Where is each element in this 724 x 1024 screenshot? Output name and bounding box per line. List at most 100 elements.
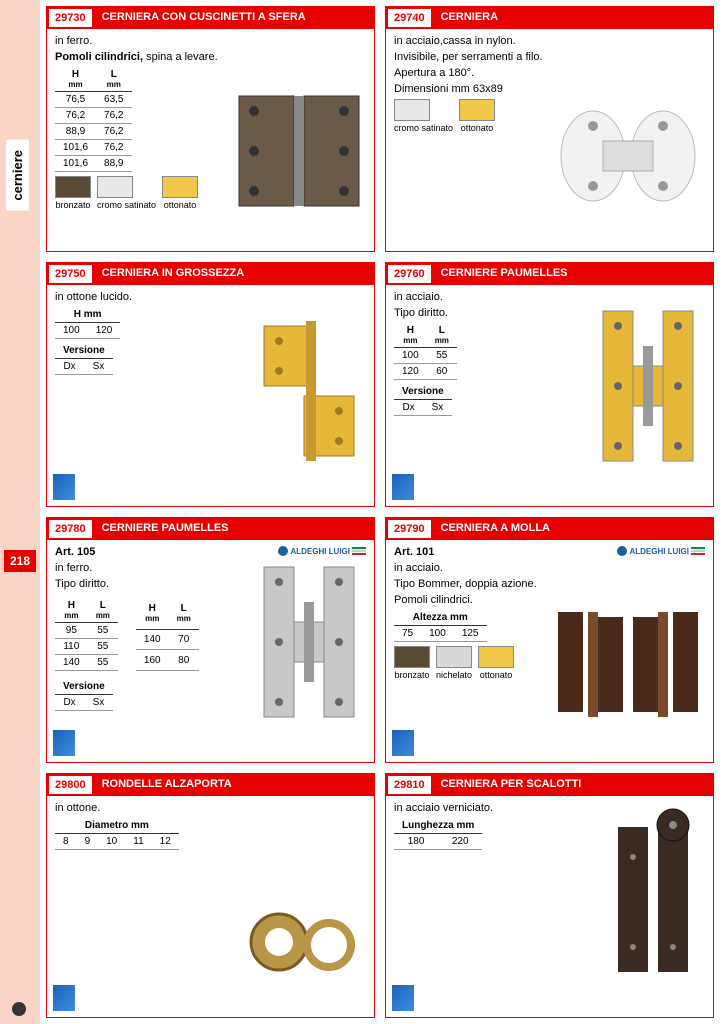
product-image [254,316,364,466]
product-image-wrap [254,562,364,722]
product-code: 29800 [49,776,92,794]
spec-table: Diametro mm89101112 [55,818,179,850]
swatch-label: bronzato [394,670,430,680]
card-header: 29740 CERNIERA [386,7,713,29]
description: Dimensioni mm 63x89 [394,83,705,95]
page: cerniere 218 29730 CERNIERA CON CUSCINET… [0,0,724,1024]
swatch-label: ottonato [459,123,495,133]
product-card: 29750 CERNIERA IN GROSSEZZA in ottone lu… [46,262,375,508]
brand-logo: ALDEGHI LUIGI [278,546,366,556]
color-swatch: nichelato [436,646,472,680]
product-image [603,807,703,977]
sidebar: cerniere 218 [0,0,40,1024]
spec-table: HmmLmm1005512060 [394,323,457,380]
product-card: 29740 CERNIERA in acciaio,cassa in nylon… [385,6,714,252]
card-header: 29730 CERNIERA CON CUSCINETTI A SFERA [47,7,374,29]
swatch-label: cromo satinato [394,123,453,133]
product-image-wrap [593,306,703,466]
bag-icon [53,474,75,500]
swatch-label: ottonato [162,200,198,210]
bag-icon [53,730,75,756]
bag-icon [392,474,414,500]
color-swatch: bronzato [55,176,91,210]
spec-table: HmmLmm76,563,576,276,288,976,2101,676,21… [55,67,132,172]
product-image [553,602,703,722]
product-card: 29780 CERNIERE PAUMELLES Art. 105in ferr… [46,517,375,763]
product-code: 29740 [388,9,431,27]
footer-dot [12,1002,26,1016]
product-card: 29790 CERNIERA A MOLLA Art. 101in acciai… [385,517,714,763]
product-image-wrap [234,91,364,211]
product-image [244,907,364,977]
product-title: CERNIERA IN GROSSEZZA [94,263,253,285]
card-header: 29800 RONDELLE ALZAPORTA [47,774,374,796]
description: Pomoli cilindrici, spina a levare. [55,51,366,63]
category-tab: cerniere [6,140,29,211]
color-swatch: ottonato [162,176,198,210]
product-image [234,91,364,211]
product-title: CERNIERA PER SCALOTTI [433,774,590,796]
swatch-label: cromo satinato [97,200,156,210]
product-card: 29730 CERNIERA CON CUSCINETTI A SFERA in… [46,6,375,252]
product-code: 29750 [49,265,92,283]
bag-icon [53,985,75,1011]
version-table: VersioneDxSx [394,384,452,416]
description: in ottone. [55,802,366,814]
content-grid: 29730 CERNIERA CON CUSCINETTI A SFERA in… [40,0,724,1024]
product-title: CERNIERA A MOLLA [433,518,558,540]
swatch-label: ottonato [478,670,514,680]
card-header: 29760 CERNIERE PAUMELLES [386,263,713,285]
product-image-wrap [553,101,703,211]
product-code: 29790 [388,520,431,538]
version-table: VersioneDxSx [55,679,113,711]
bag-icon [392,985,414,1011]
spec-table: H mm100120 [55,307,120,339]
product-title: CERNIERE PAUMELLES [94,518,237,540]
product-card: 29800 RONDELLE ALZAPORTA in ottone. Diame… [46,773,375,1019]
swatch-label: nichelato [436,670,472,680]
product-image [254,562,364,722]
product-image [553,101,703,211]
product-image [593,306,703,466]
product-image-wrap [553,602,703,722]
card-body: in ottone. Diametro mm89101112 [47,796,374,860]
product-title: CERNIERA CON CUSCINETTI A SFERA [94,7,314,29]
description: in ottone lucido. [55,291,366,303]
product-image-wrap [254,316,364,466]
description: Invisibile, per serramenti a filo. [394,51,705,63]
spec-table: HmmLmm1407016080 [136,598,199,671]
color-swatch: cromo satinato [394,99,453,133]
card-header: 29810 CERNIERA PER SCALOTTI [386,774,713,796]
product-title: CERNIERE PAUMELLES [433,263,576,285]
description: in acciaio. [394,291,705,303]
description: in acciaio. [394,562,705,574]
product-image-wrap [603,807,703,977]
spec-table: Lunghezza mm180220 [394,818,482,850]
spec-table: Altezza mm75100125 [394,610,487,642]
product-title: RONDELLE ALZAPORTA [94,774,240,796]
brand-logo: ALDEGHI LUIGI [617,546,705,556]
product-card: 29810 CERNIERA PER SCALOTTI in acciaio v… [385,773,714,1019]
description: Apertura a 180°. [394,67,705,79]
bag-icon [392,730,414,756]
product-code: 29730 [49,9,92,27]
description: in acciaio,cassa in nylon. [394,35,705,47]
product-image-wrap [244,907,364,977]
product-code: 29760 [388,265,431,283]
version-table: VersioneDxSx [55,343,113,375]
page-number: 218 [4,550,36,572]
description: in ferro. [55,35,366,47]
color-swatch: ottonato [478,646,514,680]
card-header: 29790 CERNIERA A MOLLA [386,518,713,540]
spec-table: HmmLmm95551105514055 [55,598,118,671]
product-title: CERNIERA [433,7,506,29]
description: Tipo Bommer, doppia azione. [394,578,705,590]
color-swatch: cromo satinato [97,176,156,210]
card-header: 29780 CERNIERE PAUMELLES [47,518,374,540]
color-swatch: ottonato [459,99,495,133]
product-card: 29760 CERNIERE PAUMELLES in acciaio.Tipo… [385,262,714,508]
product-code: 29780 [49,520,92,538]
product-code: 29810 [388,776,431,794]
card-header: 29750 CERNIERA IN GROSSEZZA [47,263,374,285]
swatch-label: bronzato [55,200,91,210]
